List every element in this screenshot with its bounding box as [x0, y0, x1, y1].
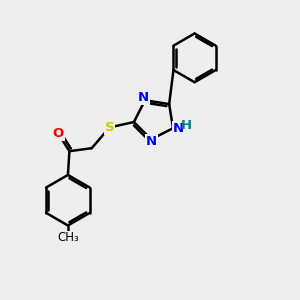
Text: CH₃: CH₃ [57, 232, 79, 244]
Text: N: N [138, 92, 149, 104]
Text: H: H [181, 119, 192, 132]
Text: S: S [105, 121, 114, 134]
Text: N: N [146, 135, 157, 148]
Text: O: O [52, 127, 64, 140]
Text: N: N [173, 122, 184, 135]
